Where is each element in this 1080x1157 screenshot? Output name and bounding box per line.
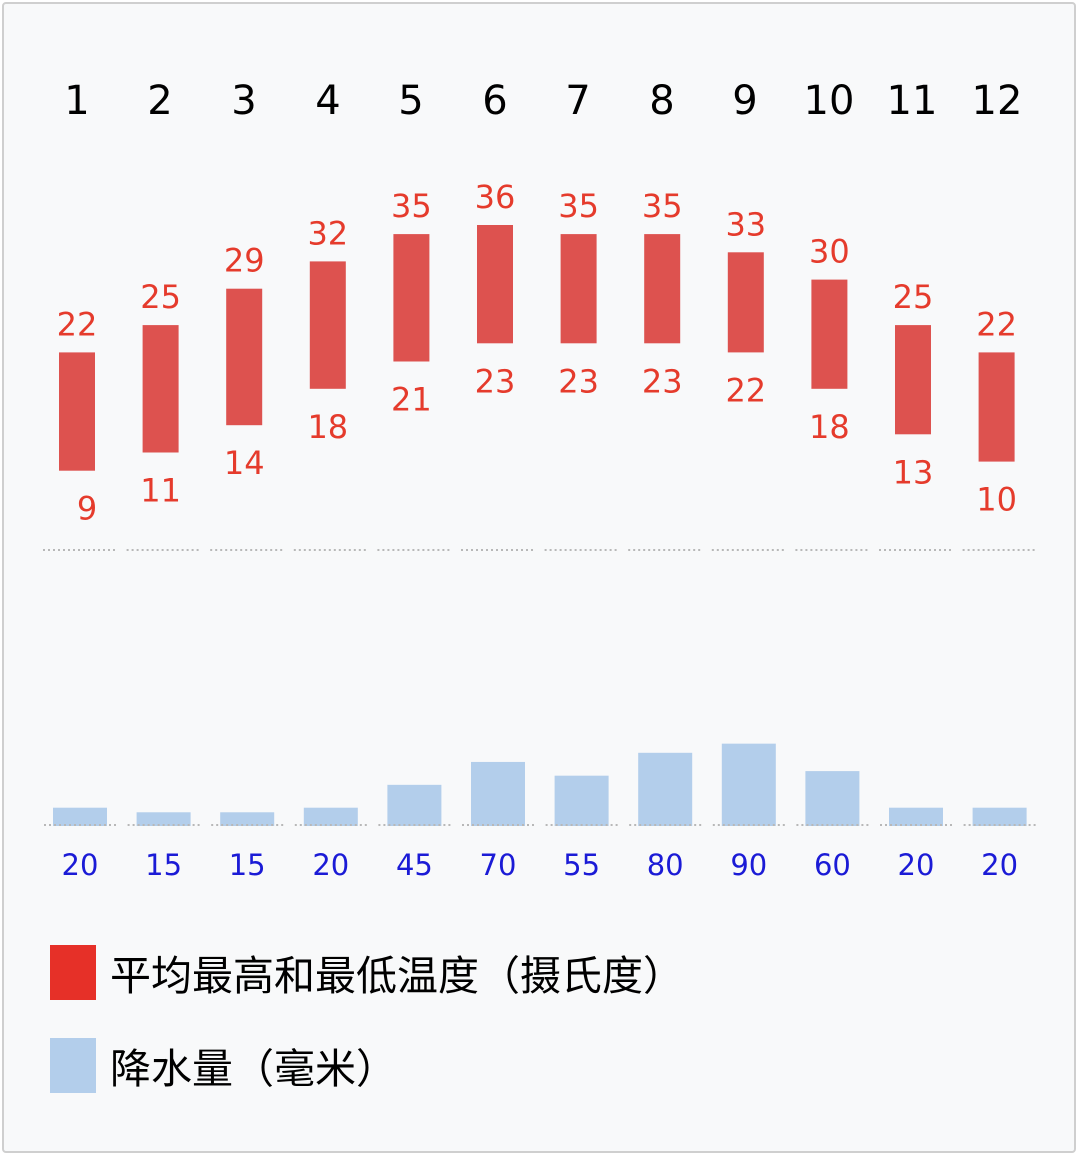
temperature-range-bar bbox=[895, 325, 931, 435]
temperature-high-label: 35 bbox=[391, 187, 432, 225]
temperature-range-bar bbox=[644, 234, 681, 344]
month-label: 8 bbox=[649, 78, 674, 124]
month-label: 7 bbox=[565, 78, 590, 124]
precipitation-value-label: 55 bbox=[563, 848, 600, 882]
precipitation-bar bbox=[805, 771, 860, 826]
month-label: 6 bbox=[482, 78, 507, 124]
temperature-range-bar bbox=[393, 234, 430, 362]
month-label: 3 bbox=[231, 78, 256, 124]
precipitation-bar bbox=[471, 761, 525, 826]
temperature-high-label: 22 bbox=[976, 305, 1017, 343]
precipitation-value-label: 80 bbox=[647, 848, 684, 882]
temperature-high-label: 29 bbox=[224, 242, 265, 280]
temperature-range-bar bbox=[477, 225, 513, 344]
temperature-high-label: 25 bbox=[140, 278, 181, 316]
temperature-low-label: 22 bbox=[725, 371, 766, 409]
legend-item-precipitation: 降水量（毫米） bbox=[50, 1035, 397, 1095]
temperature-range-bar bbox=[59, 352, 95, 471]
precipitation-bar bbox=[554, 775, 609, 826]
precipitation-value-label: 20 bbox=[898, 848, 935, 882]
month-label: 4 bbox=[315, 78, 340, 124]
temperature-low-label: 23 bbox=[642, 362, 683, 400]
precipitation-value-label: 20 bbox=[62, 848, 99, 882]
precipitation-value-label: 20 bbox=[312, 848, 349, 882]
precipitation-bar bbox=[303, 807, 358, 826]
precipitation-bar bbox=[972, 807, 1027, 826]
temperature-range-bar bbox=[811, 279, 848, 389]
legend-label-precipitation: 降水量（毫米） bbox=[110, 1045, 397, 1093]
precipitation-bar bbox=[53, 807, 107, 826]
legend-swatch-temperature bbox=[50, 944, 96, 1000]
temperature-low-label: 18 bbox=[307, 408, 348, 446]
temperature-low-label: 11 bbox=[140, 472, 181, 510]
month-label: 1 bbox=[64, 78, 89, 124]
temperature-low-label: 18 bbox=[809, 408, 850, 446]
temperature-low-label: 21 bbox=[391, 381, 432, 419]
temperature-range-bar bbox=[560, 234, 597, 344]
temperature-range-bar bbox=[142, 325, 179, 453]
month-label: 12 bbox=[972, 78, 1023, 124]
temperature-high-label: 36 bbox=[475, 178, 516, 216]
precipitation-value-label: 45 bbox=[396, 848, 433, 882]
temperature-low-label: 23 bbox=[475, 362, 516, 400]
temperature-high-label: 35 bbox=[642, 187, 683, 225]
temperature-low-label: 14 bbox=[224, 444, 265, 482]
precipitation-bar bbox=[136, 812, 191, 826]
temperature-high-label: 25 bbox=[893, 278, 934, 316]
temperature-low-label: 9 bbox=[77, 490, 97, 528]
temperature-range-bar bbox=[727, 252, 764, 353]
legend-item-temperature: 平均最高和最低温度（摄氏度） bbox=[50, 942, 684, 1002]
precipitation-bar bbox=[721, 743, 776, 826]
precipitation-value-label: 60 bbox=[814, 848, 851, 882]
temperature-high-label: 35 bbox=[558, 187, 599, 225]
temperature-range-bar bbox=[226, 288, 263, 426]
temperature-high-label: 33 bbox=[725, 205, 766, 243]
legend-label-temperature: 平均最高和最低温度（摄氏度） bbox=[110, 952, 684, 1000]
temperature-low-label: 13 bbox=[893, 453, 934, 491]
month-label: 11 bbox=[887, 78, 938, 124]
temperature-high-label: 22 bbox=[57, 305, 98, 343]
precipitation-bar bbox=[387, 784, 442, 826]
temperature-high-label: 30 bbox=[809, 233, 850, 271]
month-label: 2 bbox=[147, 78, 172, 124]
precipitation-bar bbox=[220, 812, 275, 826]
precipitation-value-label: 90 bbox=[730, 848, 767, 882]
month-label: 5 bbox=[398, 78, 423, 124]
temperature-low-label: 23 bbox=[558, 362, 599, 400]
precipitation-value-label: 15 bbox=[229, 848, 266, 882]
temperature-low-label: 10 bbox=[976, 481, 1017, 519]
precipitation-bar bbox=[638, 752, 693, 826]
precipitation-value-label: 15 bbox=[145, 848, 182, 882]
precipitation-value-label: 70 bbox=[480, 848, 517, 882]
month-label: 10 bbox=[804, 78, 855, 124]
temperature-range-bar bbox=[978, 352, 1015, 462]
precipitation-value-label: 20 bbox=[981, 848, 1018, 882]
precipitation-bar bbox=[889, 807, 943, 826]
legend-swatch-precipitation bbox=[50, 1037, 96, 1093]
temperature-range-bar bbox=[309, 261, 346, 389]
month-label: 9 bbox=[732, 78, 757, 124]
temperature-high-label: 32 bbox=[307, 214, 348, 252]
